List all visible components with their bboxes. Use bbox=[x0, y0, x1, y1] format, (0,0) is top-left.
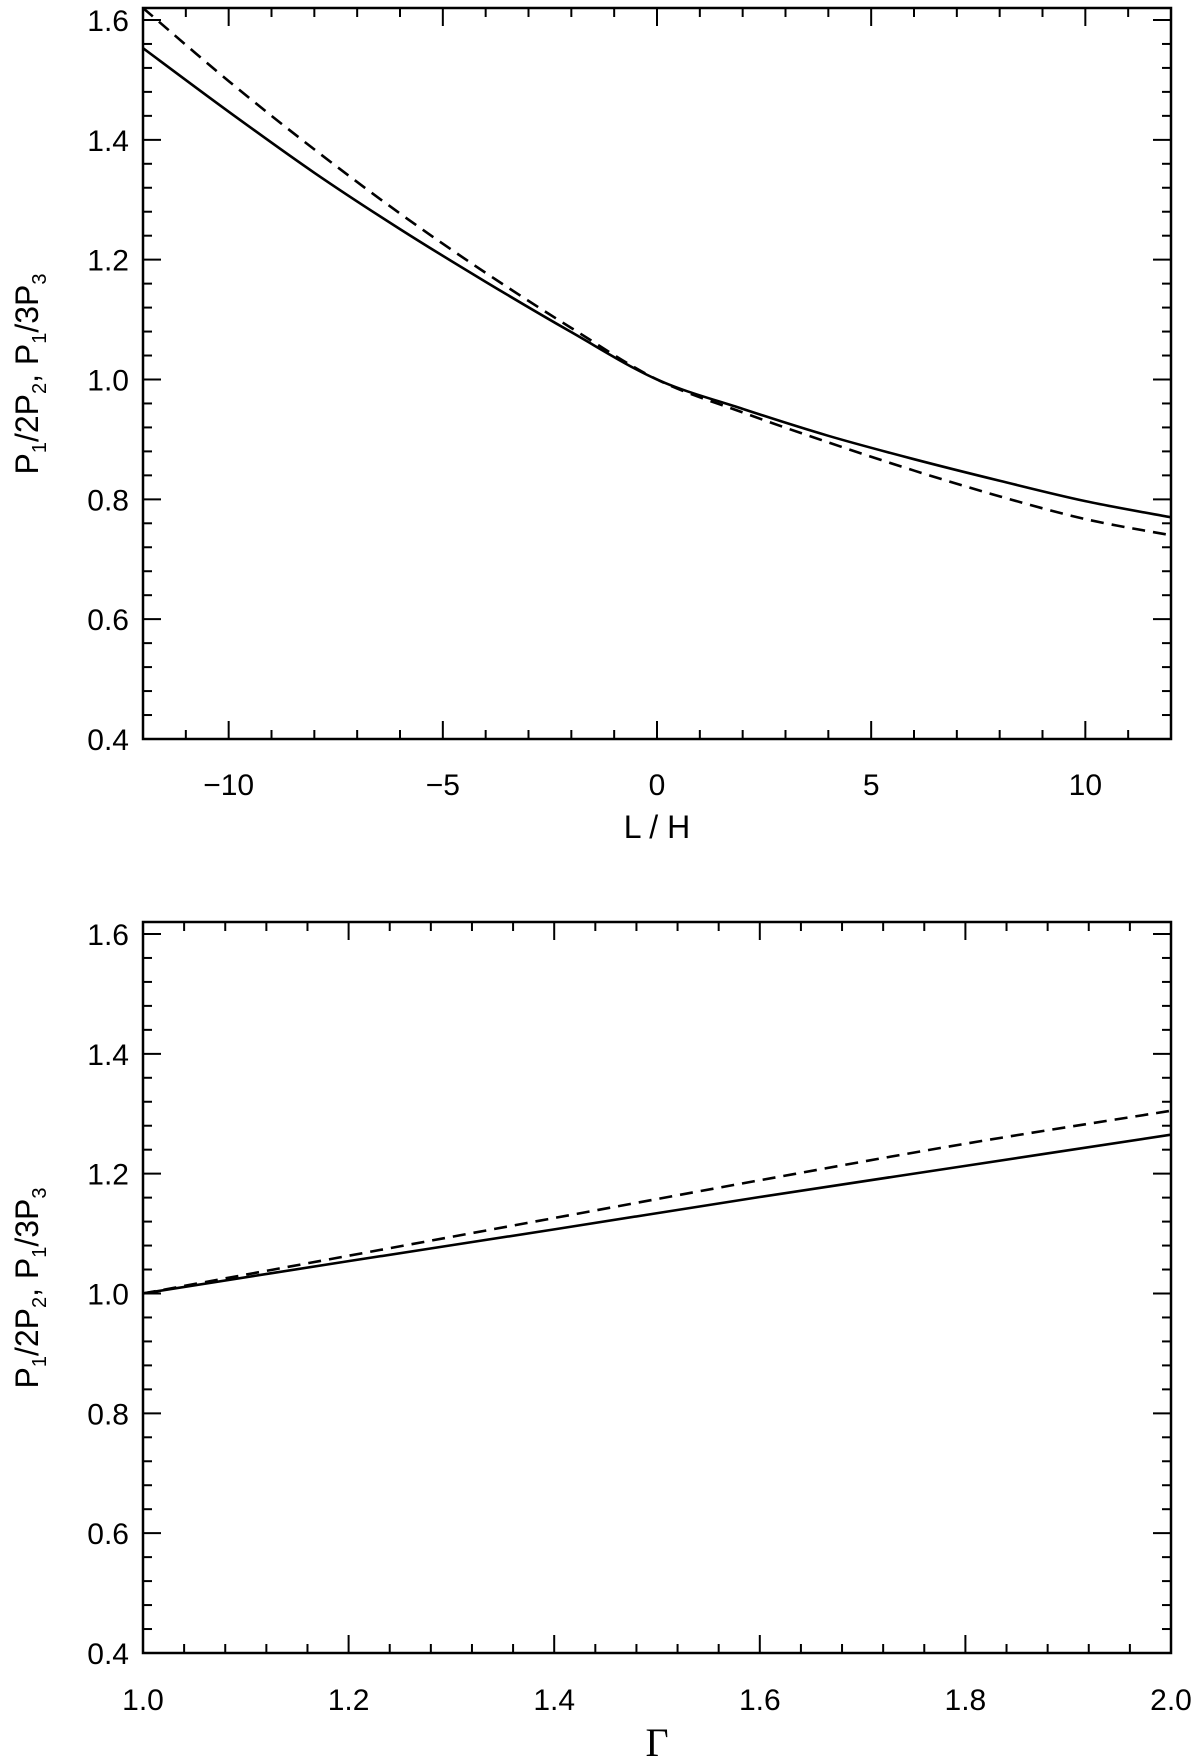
y-axis-label-subscript: 1 bbox=[29, 442, 51, 453]
y-tick-label: 1.6 bbox=[87, 5, 129, 38]
y-tick-label: 1.2 bbox=[87, 1159, 129, 1192]
plot-frame bbox=[141, 920, 1173, 1655]
y-axis-label-subscript: 3 bbox=[29, 273, 51, 284]
y-axis-label-subscript: 1 bbox=[29, 1356, 51, 1367]
y-axis-label-part: , P bbox=[9, 1258, 45, 1297]
y-axis-label-subscript: 2 bbox=[29, 383, 51, 394]
y-axis-label-part: P bbox=[9, 1367, 45, 1388]
bottom-panel: 1.0 1.2 1.4 1.6 1.8 2.0 0.4 0.6 0.8 1.0 1.2 1.4 1.6 Γ… bbox=[9, 919, 1192, 1764]
y-axis-label-part: /3P bbox=[9, 1199, 45, 1247]
x-tick-label: 0 bbox=[649, 769, 666, 802]
y-tick-label: 0.8 bbox=[87, 484, 129, 517]
x-tick-label: 5 bbox=[863, 769, 880, 802]
y-tick-label: 1.6 bbox=[87, 919, 129, 952]
series-line-dashed bbox=[143, 1109, 1171, 1295]
y-tick-label: 0.4 bbox=[87, 724, 129, 757]
series-line-solid bbox=[143, 47, 1171, 519]
x-tick-label: 1.0 bbox=[122, 1684, 164, 1717]
y-tick-label: 1.2 bbox=[87, 245, 129, 278]
y-tick-label: 0.8 bbox=[87, 1398, 129, 1431]
y-axis-label-part: , P bbox=[9, 344, 45, 383]
y-axis-label-part: /2P bbox=[9, 1308, 45, 1356]
y-tick-label: 1.4 bbox=[87, 1039, 129, 1072]
y-tick-label: 1.0 bbox=[87, 1278, 129, 1311]
x-axis-label: L / H bbox=[624, 809, 690, 845]
y-axis-label-subscript: 1 bbox=[29, 1247, 51, 1258]
y-axis-label-subscript: 3 bbox=[29, 1187, 51, 1198]
x-tick-label: −10 bbox=[203, 769, 254, 802]
x-tick-label: 1.2 bbox=[328, 1684, 370, 1717]
x-tick-label: 1.4 bbox=[533, 1684, 575, 1717]
x-tick-label: 1.8 bbox=[945, 1684, 987, 1717]
plot-frame bbox=[141, 6, 1173, 741]
y-axis-label-part: P bbox=[9, 453, 45, 474]
y-tick-label: 0.6 bbox=[87, 604, 129, 637]
y-tick-label: 0.4 bbox=[87, 1638, 129, 1671]
y-axis-label: P1/2P2, P1/3P3 bbox=[9, 273, 51, 474]
top-panel: −10 −5 0 5 100.40.60.81.01.21.41.6L / HP1/2P… bbox=[9, 5, 1173, 845]
series-line-dashed bbox=[143, 8, 1171, 537]
y-axis-label: P1/2P2, P1/3P3 bbox=[9, 1187, 51, 1388]
y-tick-label: 1.0 bbox=[87, 364, 129, 397]
y-axis-label-subscript: 1 bbox=[29, 333, 51, 344]
x-axis-label: Γ bbox=[645, 1720, 668, 1764]
y-axis-label-part: /2P bbox=[9, 394, 45, 442]
y-axis-label-part: /3P bbox=[9, 285, 45, 333]
x-tick-label: 10 bbox=[1069, 769, 1102, 802]
x-tick-label: −5 bbox=[426, 769, 460, 802]
x-tick-label: 2.0 bbox=[1150, 1684, 1192, 1717]
x-tick-label: 1.6 bbox=[739, 1684, 781, 1717]
y-tick-label: 0.6 bbox=[87, 1518, 129, 1551]
series-line-solid bbox=[143, 1133, 1171, 1295]
y-tick-label: 1.4 bbox=[87, 125, 129, 158]
y-axis-label-subscript: 2 bbox=[29, 1297, 51, 1308]
